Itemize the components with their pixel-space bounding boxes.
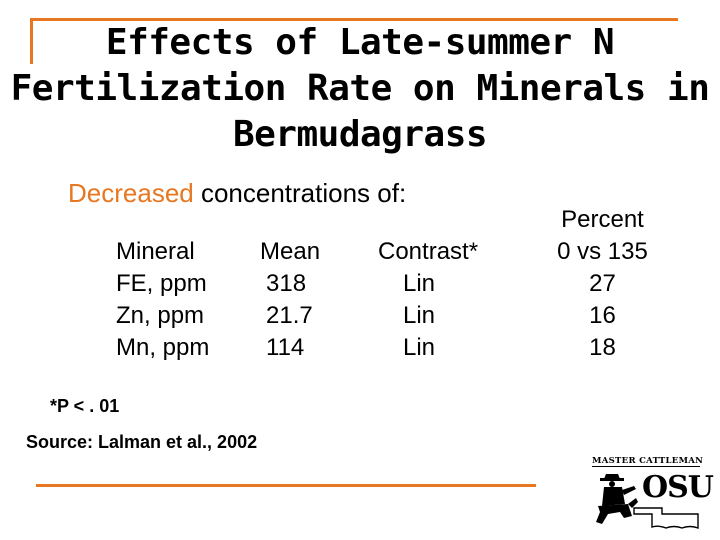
mean-cell: 114: [266, 334, 305, 361]
footnote: *P < . 01: [50, 396, 120, 416]
subtitle-rest: concentrations of:: [193, 178, 407, 208]
percent-cell: 18: [589, 334, 616, 361]
subtitle: Decreased concentrations of:: [68, 178, 406, 209]
contrast-cell: Lin: [403, 270, 436, 297]
percent-cell: 27: [589, 270, 616, 297]
mineral-cell: Zn, ppm: [116, 302, 205, 329]
mineral-header: Mineral: [116, 238, 195, 265]
title-line-2: Fertilization Rate on Minerals in: [10, 68, 710, 109]
logo-osu-text: OSU: [642, 470, 714, 505]
oklahoma-state-outline-icon: [633, 507, 699, 530]
title-line-1: Effects of Late-summer N: [105, 22, 615, 63]
mean-header: Mean: [260, 238, 321, 265]
left-orange-rule: [30, 18, 33, 64]
slide-title: Effects of Late-summer N Fertilization R…: [0, 20, 720, 158]
title-line-3: Bermudagrass: [232, 114, 488, 155]
subtitle-accent: Decreased: [68, 178, 194, 208]
contrast-header: Contrast*: [378, 238, 479, 265]
percent-header-line-2: 0 vs 135: [557, 238, 648, 265]
cowboy-rider-icon: [596, 474, 638, 524]
mean-column: Mean 318 21.7 114: [260, 236, 320, 364]
logo-top-text: Master Cattleman: [592, 456, 704, 467]
percent-column: Percent 0 vs 135 27 16 18: [530, 204, 675, 364]
contrast-column: Contrast* Lin Lin Lin: [378, 236, 478, 364]
mineral-cell: Mn, ppm: [116, 334, 210, 361]
contrast-cell: Lin: [403, 302, 436, 329]
mean-cell: 21.7: [266, 302, 313, 329]
top-orange-rule: [30, 18, 678, 21]
mean-cell: 318: [266, 270, 307, 297]
bottom-orange-rule: [36, 484, 536, 487]
contrast-cell: Lin: [403, 334, 436, 361]
mineral-column: Mineral FE, ppm Zn, ppm Mn, ppm: [116, 236, 209, 364]
mineral-cell: FE, ppm: [116, 270, 207, 297]
master-cattleman-osu-logo: Master Cattleman OSU: [592, 456, 714, 534]
source-citation: Source: Lalman et al., 2002: [26, 432, 258, 452]
percent-header-line-1: Percent: [561, 206, 644, 233]
percent-cell: 16: [589, 302, 616, 329]
